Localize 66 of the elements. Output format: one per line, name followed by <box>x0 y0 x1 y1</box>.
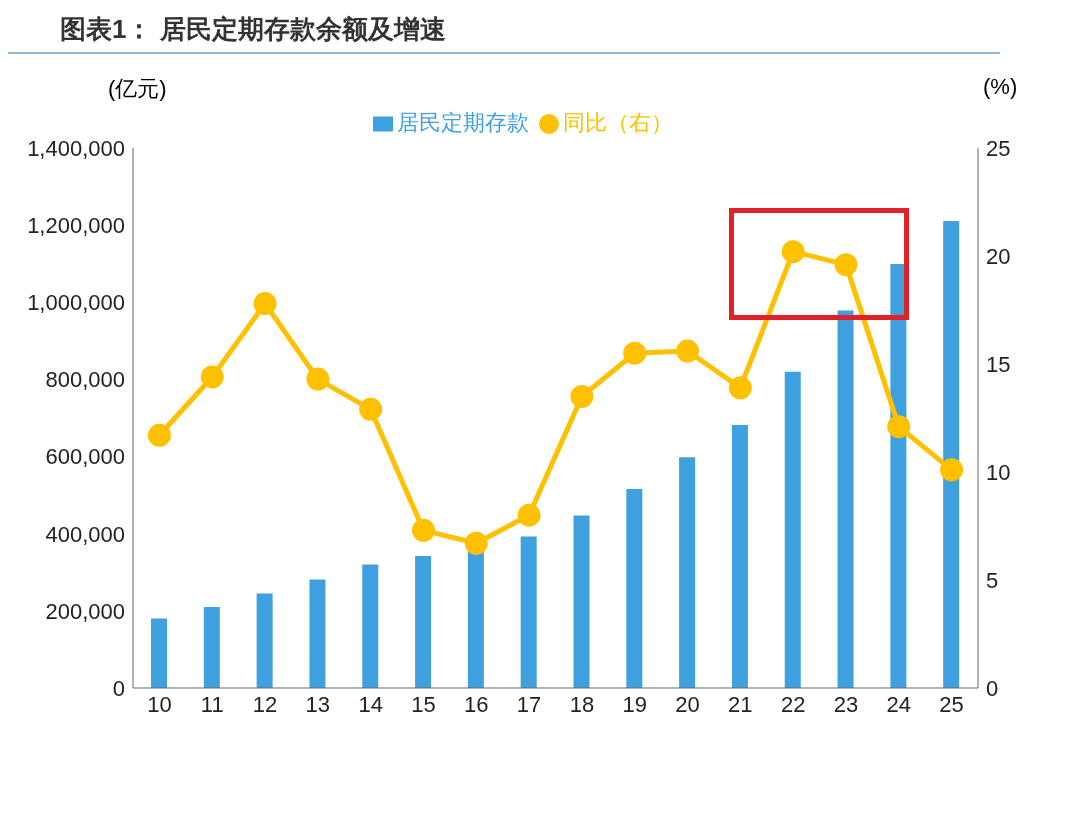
legend-label: 同比（右） <box>563 110 673 135</box>
point <box>676 339 700 363</box>
y2-tick-label: 15 <box>986 351 1011 377</box>
x-tick-label: 16 <box>464 691 489 717</box>
bar <box>943 220 960 688</box>
x-tick-label: 17 <box>516 691 542 717</box>
bar <box>151 618 167 688</box>
point <box>623 341 647 365</box>
x-tick-label: 18 <box>569 691 595 717</box>
x-tick-label: 20 <box>675 691 700 717</box>
y2-axis-title: (%) <box>983 74 1018 100</box>
point <box>781 240 805 264</box>
x-tick-label: 11 <box>200 691 224 717</box>
y-tick-label: 800,000 <box>45 367 125 393</box>
y-axis-title: (亿元) <box>108 75 167 103</box>
point <box>200 365 224 389</box>
x-tick-label: 12 <box>252 691 278 717</box>
x-tick-label: 25 <box>939 691 964 717</box>
point <box>887 415 911 439</box>
bar <box>415 556 432 688</box>
bar <box>679 457 696 688</box>
bar <box>309 579 326 688</box>
point <box>411 518 435 542</box>
y2-tick-label: 20 <box>986 243 1011 269</box>
bar <box>573 515 590 688</box>
bar <box>520 536 537 688</box>
y2-tick-label: 25 <box>986 135 1011 161</box>
point <box>834 253 858 277</box>
bar <box>203 607 220 688</box>
point <box>517 503 541 527</box>
legend-label: 居民定期存款 <box>397 110 529 135</box>
point <box>147 423 171 447</box>
point <box>253 292 277 316</box>
y2-tick-label: 10 <box>986 459 1011 485</box>
x-tick-label: 14 <box>358 691 383 717</box>
x-tick-label: 21 <box>728 691 753 717</box>
y2-tick-label: 0 <box>986 675 999 701</box>
y-tick-label: 200,000 <box>45 598 125 624</box>
point <box>570 384 594 408</box>
x-tick-label: 10 <box>147 691 172 717</box>
x-tick-label: 22 <box>780 691 806 717</box>
point <box>940 458 964 482</box>
y-tick-label: 0 <box>112 675 125 701</box>
bar <box>626 488 643 688</box>
x-tick-label: 24 <box>886 691 912 717</box>
x-tick-label: 15 <box>411 691 436 717</box>
y2-tick-label: 5 <box>986 567 999 593</box>
bar <box>837 310 854 688</box>
point <box>728 376 752 400</box>
point <box>464 531 488 555</box>
x-tick-label: 23 <box>833 691 859 717</box>
point <box>306 367 330 391</box>
bar <box>256 593 273 688</box>
bar <box>731 424 748 688</box>
y-tick-label: 1,200,000 <box>27 212 125 238</box>
x-tick-label: 19 <box>622 691 647 717</box>
y-tick-label: 1,400,000 <box>27 135 125 161</box>
y-tick-label: 1,000,000 <box>27 290 125 316</box>
y-tick-label: 600,000 <box>45 444 125 470</box>
chart-title: 图表1： 居民定期存款余额及增速 <box>8 8 1000 54</box>
point <box>359 397 383 421</box>
bar <box>890 264 907 688</box>
x-tick-label: 13 <box>305 691 331 717</box>
bar <box>362 564 379 688</box>
bar <box>784 371 801 688</box>
y-tick-label: 400,000 <box>45 521 125 547</box>
